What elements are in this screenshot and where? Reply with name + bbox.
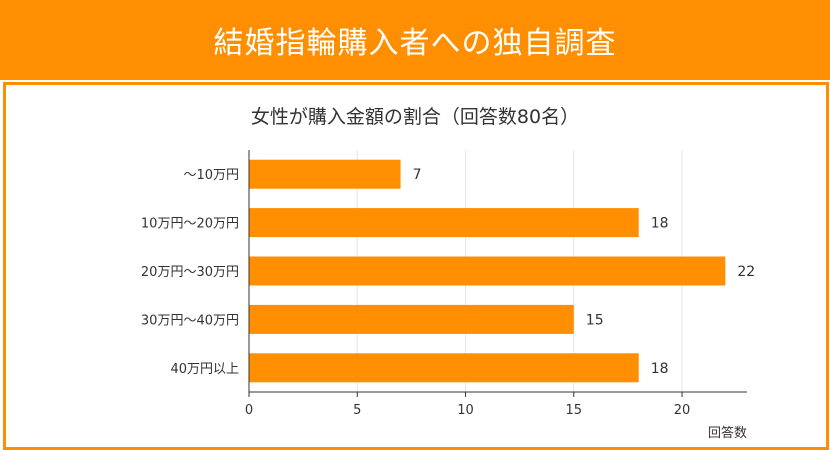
x-tick-label: 0 bbox=[245, 403, 253, 418]
x-tick-label: 5 bbox=[353, 403, 361, 418]
y-category-label: 40万円以上 bbox=[170, 362, 239, 377]
x-tick-label: 10 bbox=[457, 403, 474, 418]
y-category-label: 30万円〜40万円 bbox=[141, 313, 239, 328]
bar-value-label: 22 bbox=[737, 264, 755, 280]
bar-value-label: 18 bbox=[651, 361, 669, 377]
bar bbox=[249, 304, 574, 334]
bar bbox=[249, 159, 401, 189]
header-bar: 結婚指輪購入者への独自調査 bbox=[0, 0, 830, 80]
y-category-label: 〜10万円 bbox=[183, 168, 239, 183]
chart-title: 女性が購入金額の割合（回答数80名） bbox=[250, 106, 580, 128]
bar bbox=[249, 256, 726, 286]
bar bbox=[249, 208, 639, 238]
y-category-label: 20万円〜30万円 bbox=[141, 265, 239, 280]
x-axis-title: 回答数 bbox=[708, 425, 747, 441]
bar-value-label: 18 bbox=[651, 216, 669, 232]
page-title: 結婚指輪購入者への独自調査 bbox=[213, 26, 617, 61]
bar-value-label: 15 bbox=[586, 312, 604, 328]
x-tick-label: 20 bbox=[674, 403, 691, 418]
y-category-label: 10万円〜20万円 bbox=[141, 217, 239, 232]
bar bbox=[249, 353, 639, 383]
x-tick-label: 15 bbox=[566, 403, 583, 418]
bar-value-label: 7 bbox=[413, 167, 422, 183]
